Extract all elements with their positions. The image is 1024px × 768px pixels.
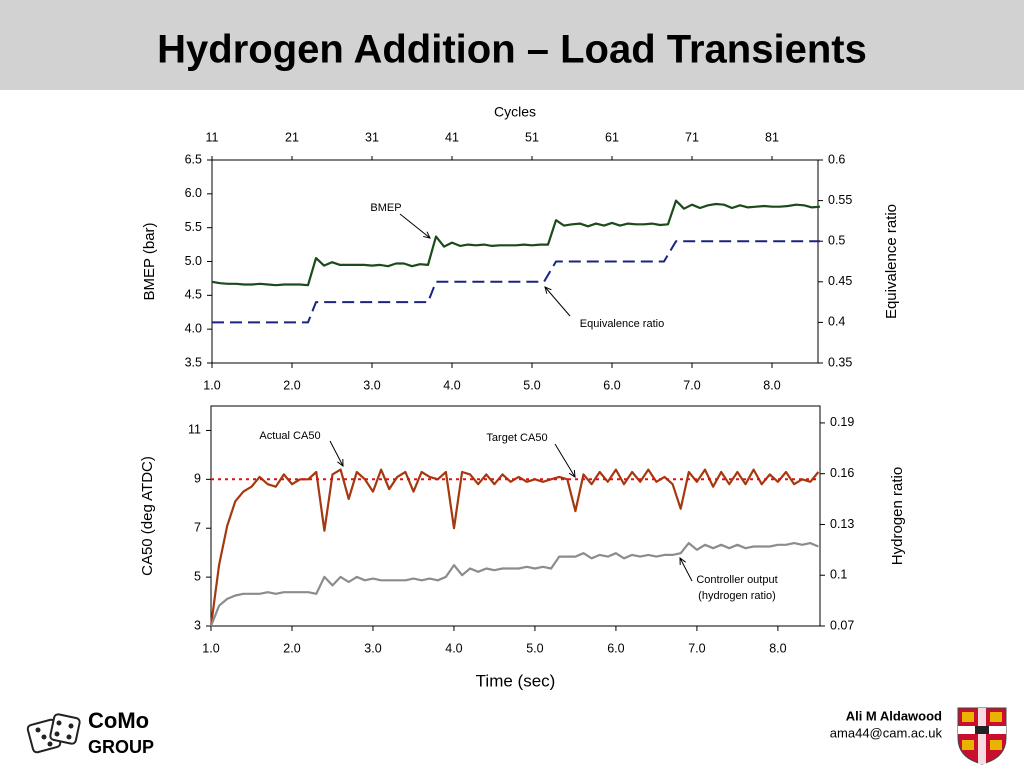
y2-tick-label: 0.6 [828, 152, 845, 166]
y-tick-label: 5.0 [185, 254, 202, 268]
y2-tick-label: 0.13 [830, 517, 854, 531]
x2-tick-label: 61 [605, 130, 619, 144]
x-tick-label: 4.0 [445, 641, 462, 655]
y-tick-label: 5.5 [185, 220, 202, 234]
annotation: (hydrogen ratio) [698, 590, 776, 602]
y2-tick-label: 0.19 [830, 415, 854, 429]
plot-frame [210, 405, 821, 627]
x-tick-label: 5.0 [523, 378, 540, 392]
annotation-arrow [329, 440, 344, 467]
x2-tick-label: 71 [685, 130, 699, 144]
y-tick-label: 11 [188, 423, 201, 437]
y-axis-label: CA50 (deg ATDC) [139, 456, 156, 576]
annotation-arrowhead [679, 556, 686, 566]
annotation: Equivalence ratio [580, 318, 664, 330]
y2-tick-label: 0.55 [828, 193, 852, 207]
y-tick-label: 6.0 [185, 186, 202, 200]
x-tick-label: 4.0 [443, 378, 460, 392]
series-line [209, 542, 819, 627]
y-tick-label: 4.0 [185, 321, 202, 335]
y-tick-label: 3.5 [185, 355, 202, 369]
annotation: Actual CA50 [259, 430, 320, 442]
y-tick-label: 6.5 [185, 152, 202, 166]
y2-tick-label: 0.35 [828, 355, 852, 369]
logo-top: CoMo [88, 708, 149, 733]
x-tick-label: 2.0 [283, 378, 300, 392]
x-tick-label: 6.0 [603, 378, 620, 392]
y2-tick-label: 0.16 [830, 466, 854, 480]
x-tick-label: 7.0 [683, 378, 700, 392]
university-shield [957, 707, 1007, 765]
series-line [211, 199, 821, 287]
x-tick-label: 1.0 [203, 378, 220, 392]
x2-tick-label: 51 [525, 130, 539, 144]
annotation-arrow [679, 557, 693, 582]
y2-tick-label: 0.5 [828, 233, 845, 247]
x2-tick-label: 41 [445, 130, 459, 144]
x-tick-label: 8.0 [769, 641, 786, 655]
annotation-arrowhead [544, 286, 552, 294]
x-tick-label: 3.0 [364, 641, 381, 655]
y-tick-label: 5 [194, 569, 201, 583]
author: Ali M Aldawood [846, 708, 942, 723]
x2-tick-label: 21 [285, 130, 299, 144]
y-tick-label: 3 [194, 618, 201, 632]
annotation: BMEP [370, 202, 401, 214]
email: ama44@cam.ac.uk [830, 725, 943, 740]
plot-frame [211, 159, 819, 364]
annotation-arrow [554, 443, 576, 478]
x-tick-label: 6.0 [607, 641, 624, 655]
annotation: Controller output [696, 574, 777, 586]
x2-tick-label: 11 [206, 130, 219, 144]
x-axis-label: Time (sec) [476, 671, 556, 690]
dice-logo [26, 713, 81, 754]
x-tick-label: 7.0 [688, 641, 705, 655]
header-band [0, 0, 1024, 90]
slide-title: Hydrogen Addition – Load Transients [157, 28, 867, 72]
y2-tick-label: 0.45 [828, 274, 852, 288]
x-tick-label: 1.0 [202, 641, 219, 655]
x2-tick-label: 31 [365, 130, 379, 144]
annotation-arrow [544, 286, 571, 317]
y-axis-label: BMEP (bar) [141, 222, 158, 300]
x2-axis-label: Cycles [494, 104, 536, 120]
series-line [212, 240, 820, 324]
annotation-arrowhead [423, 231, 431, 239]
y2-tick-label: 0.1 [830, 568, 847, 582]
annotation-arrow [399, 213, 431, 239]
x-tick-label: 2.0 [283, 641, 300, 655]
y-tick-label: 9 [194, 472, 201, 486]
y2-axis-label: Hydrogen ratio [889, 467, 906, 565]
y-tick-label: 7 [194, 521, 201, 535]
y2-axis-label: Equivalence ratio [883, 204, 900, 319]
y2-tick-label: 0.4 [828, 315, 845, 329]
x-tick-label: 3.0 [363, 378, 380, 392]
annotation-arrowhead [568, 469, 576, 478]
x2-tick-label: 81 [765, 130, 779, 144]
y2-tick-label: 0.07 [830, 618, 854, 632]
annotation-arrowhead [337, 458, 344, 468]
annotation: Target CA50 [486, 432, 547, 444]
y-tick-label: 4.5 [185, 288, 202, 302]
x-tick-label: 8.0 [763, 378, 780, 392]
x-tick-label: 5.0 [526, 641, 543, 655]
logo-bottom: GROUP [88, 737, 154, 757]
